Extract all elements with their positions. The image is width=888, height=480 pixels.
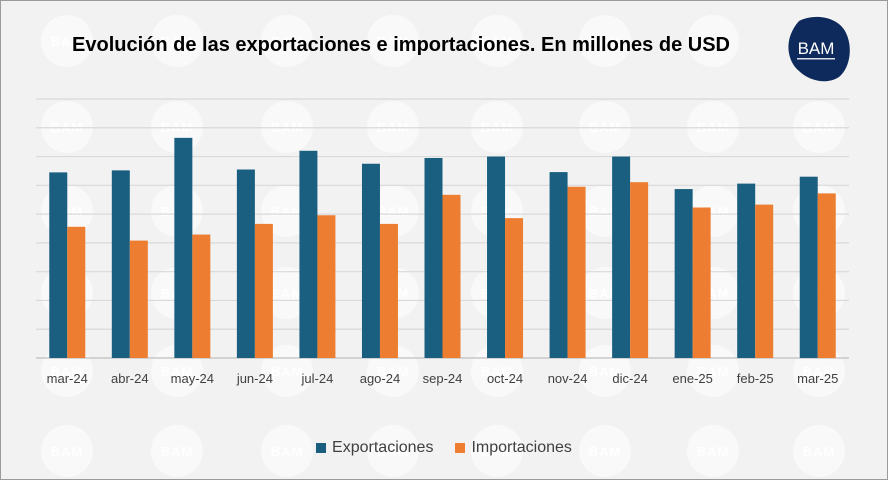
bar-exports: [674, 189, 693, 358]
bar-imports: [692, 207, 711, 358]
bar-imports: [254, 223, 273, 358]
bar-exports: [799, 176, 818, 358]
bar-exports: [424, 157, 443, 358]
bar-imports: [379, 223, 398, 358]
bam-logo: BAM: [779, 11, 853, 85]
x-tick-label: jun-24: [236, 371, 273, 386]
bar-imports: [567, 186, 586, 358]
legend-label-exports: Exportaciones: [332, 439, 434, 456]
x-tick-label: oct-24: [487, 371, 523, 386]
bar-imports: [129, 240, 148, 358]
x-tick-label: dic-24: [612, 371, 647, 386]
chart-legend: Exportaciones Importaciones: [1, 439, 887, 457]
bar-imports: [67, 226, 86, 358]
legend-swatch-imports: [455, 443, 466, 453]
legend-item-exports: Exportaciones: [316, 439, 433, 457]
x-tick-label: ago-24: [360, 371, 400, 386]
bar-exports: [111, 170, 130, 358]
x-tick-label: mar-24: [47, 371, 88, 386]
x-tick-label: sep-24: [423, 371, 463, 386]
x-tick-label: mar-25: [797, 371, 838, 386]
legend-item-imports: Importaciones: [455, 439, 572, 457]
bar-imports: [630, 182, 649, 358]
legend-label-imports: Importaciones: [471, 439, 572, 456]
bar-imports: [755, 204, 774, 358]
bam-logo-icon: BAM: [788, 16, 850, 82]
bar-exports: [174, 137, 193, 358]
bar-exports: [549, 172, 568, 358]
bar-imports: [817, 193, 836, 358]
bar-exports: [299, 150, 318, 358]
x-tick-label: nov-24: [548, 371, 588, 386]
bar-exports: [361, 163, 380, 358]
bar-imports: [192, 234, 211, 358]
legend-swatch-exports: [316, 443, 327, 453]
x-tick-label: jul-24: [301, 371, 334, 386]
bam-logo-text: BAM: [798, 39, 835, 58]
x-tick-label: abr-24: [111, 371, 149, 386]
bar-imports: [442, 194, 461, 358]
bar-exports: [49, 172, 68, 358]
chart-title: Evolución de las exportaciones e importa…: [72, 34, 730, 56]
x-tick-label: may-24: [171, 371, 214, 386]
bar-imports: [505, 218, 524, 358]
x-tick-label: feb-25: [737, 371, 774, 386]
bar-exports: [612, 156, 631, 358]
bar-exports: [487, 156, 506, 358]
bar-exports: [737, 183, 756, 358]
x-tick-label: ene-25: [672, 371, 712, 386]
bar-exports: [236, 169, 255, 358]
bar-imports: [317, 215, 336, 358]
